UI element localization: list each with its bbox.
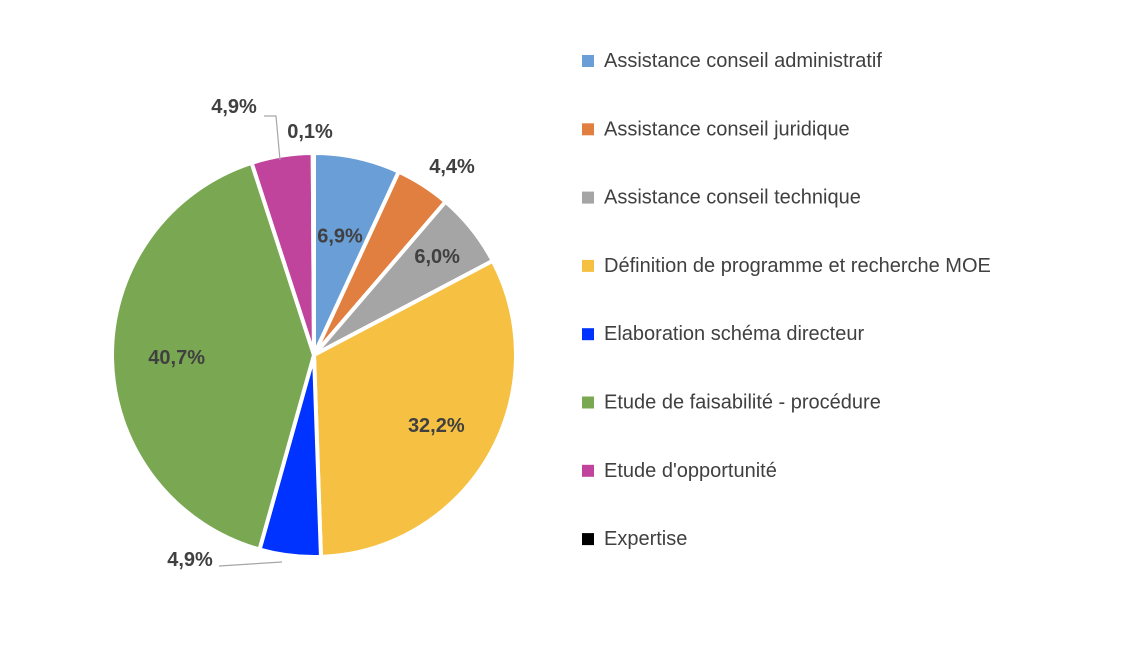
- legend-swatch-expertise: [582, 533, 594, 546]
- legend: Assistance conseil administratif Assistan…: [582, 50, 991, 550]
- leader-line-etude-d-opportunite: [264, 115, 281, 161]
- legend-label-elaboration-schema-directeur: Elaboration schéma directeur: [604, 323, 864, 345]
- pie-slice-expertise: [310, 150, 316, 356]
- legend-label-assistance-conseil-administratif: Assistance conseil administratif: [604, 50, 882, 72]
- legend-label-assistance-conseil-technique: Assistance conseil technique: [604, 187, 861, 209]
- legend-item-definition-de-programme-et-recherche-moe: Définition de programme et recherche MOE: [582, 255, 991, 277]
- legend-item-etude-d-opportunite: Etude d'opportunité: [582, 460, 777, 482]
- legend-label-etude-d-opportunite: Etude d'opportunité: [604, 460, 777, 482]
- pie-slices: [110, 150, 518, 559]
- legend-label-etude-de-faisabilite-procedure: Etude de faisabilité - procédure: [604, 392, 881, 414]
- data-label-etude-d-opportunite: 4,9%: [211, 96, 257, 118]
- legend-item-assistance-conseil-administratif: Assistance conseil administratif: [582, 50, 882, 72]
- data-label-assistance-conseil-juridique: 4,4%: [429, 156, 475, 178]
- legend-swatch-elaboration-schema-directeur: [582, 328, 594, 341]
- legend-item-etude-de-faisabilite-procedure: Etude de faisabilité - procédure: [582, 392, 881, 414]
- data-labels: 6,9% 4,4% 6,0% 32,2% 4,9% 40,7% 4,9% 0,1%: [148, 96, 475, 571]
- pie-slice-definition-de-programme-et-recherche-moe: [311, 258, 518, 559]
- legend-label-expertise: Expertise: [604, 528, 687, 550]
- legend-swatch-definition-de-programme-et-recherche-moe: [582, 259, 594, 272]
- legend-swatch-etude-de-faisabilite-procedure: [582, 396, 594, 409]
- data-label-definition-de-programme-et-recherche-moe: 32,2%: [408, 415, 465, 437]
- legend-swatch-assistance-conseil-administratif: [582, 55, 594, 67]
- legend-label-assistance-conseil-juridique: Assistance conseil juridique: [604, 118, 850, 140]
- data-label-etude-de-faisabilite-procedure: 40,7%: [148, 347, 205, 369]
- data-label-assistance-conseil-administratif: 6,9%: [317, 226, 363, 248]
- data-label-expertise: 0,1%: [287, 121, 333, 143]
- leader-lines: [218, 115, 283, 567]
- legend-swatch-assistance-conseil-technique: [582, 191, 594, 204]
- legend-swatch-assistance-conseil-juridique: [582, 123, 594, 136]
- leader-line-elaboration-schema-directeur: [218, 561, 283, 567]
- pie-slice-etude-de-faisabilite-procedure: [110, 160, 317, 552]
- legend-label-definition-de-programme-et-recherche-moe: Définition de programme et recherche MOE: [604, 255, 991, 277]
- legend-item-expertise: Expertise: [582, 528, 687, 550]
- data-label-assistance-conseil-technique: 6,0%: [414, 246, 460, 268]
- legend-swatch-etude-d-opportunite: [582, 464, 594, 477]
- legend-item-assistance-conseil-juridique: Assistance conseil juridique: [582, 118, 850, 140]
- legend-item-assistance-conseil-technique: Assistance conseil technique: [582, 187, 861, 209]
- data-label-elaboration-schema-directeur: 4,9%: [167, 549, 213, 571]
- legend-item-elaboration-schema-directeur: Elaboration schéma directeur: [582, 323, 864, 345]
